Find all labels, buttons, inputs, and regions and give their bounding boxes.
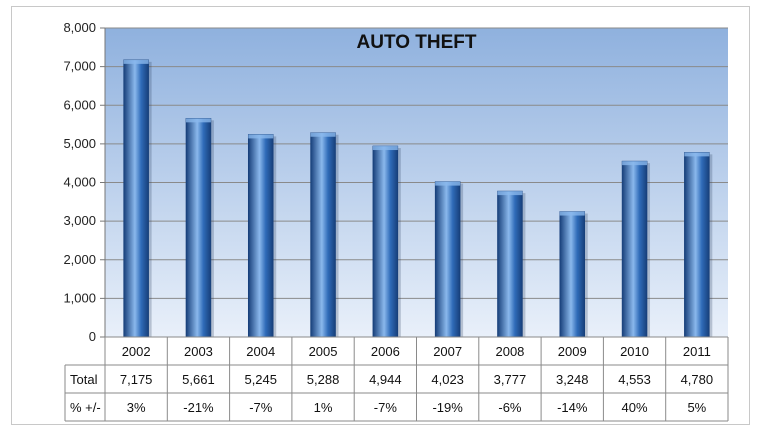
table-cell: -14% — [557, 400, 588, 415]
table-cell: 3% — [127, 400, 146, 415]
table-cell: -7% — [249, 400, 273, 415]
x-tick-label: 2009 — [558, 344, 587, 359]
bar-top — [559, 211, 585, 216]
bar — [559, 211, 588, 338]
y-tick-label: 7,000 — [63, 59, 96, 74]
x-tick-label: 2005 — [309, 344, 338, 359]
bar — [185, 118, 214, 338]
table-cell: 1% — [314, 400, 333, 415]
table-cell: 5,661 — [182, 372, 215, 387]
bar — [372, 145, 401, 338]
table-cell: 5% — [687, 400, 706, 415]
x-tick-label: 2004 — [246, 344, 275, 359]
bar-body — [497, 190, 523, 338]
bar — [684, 152, 713, 338]
table-cell: -19% — [432, 400, 463, 415]
bar-top — [435, 181, 461, 186]
table-cell: 7,175 — [120, 372, 153, 387]
y-tick-label: 6,000 — [63, 97, 96, 112]
x-tick-label: 2011 — [683, 344, 711, 359]
bar — [621, 160, 651, 338]
bar — [434, 181, 464, 338]
chart-title: AUTO THEFT — [357, 32, 477, 53]
bar — [247, 134, 277, 338]
table-cell: 40% — [622, 400, 648, 415]
bar-top — [248, 134, 274, 139]
y-tick-label: 4,000 — [63, 175, 96, 190]
bar-top — [372, 146, 398, 151]
x-tick-label: 2010 — [620, 344, 649, 359]
y-tick-label: 1,000 — [63, 290, 96, 305]
x-tick-label: 2006 — [371, 344, 400, 359]
table-cell: 5,245 — [244, 372, 277, 387]
table-cell: 3,248 — [556, 372, 589, 387]
bar-top — [123, 59, 149, 64]
bar-body — [247, 134, 274, 338]
table-cell: 3,777 — [494, 372, 527, 387]
x-tick-label: 2008 — [495, 344, 524, 359]
bars — [123, 59, 713, 338]
y-axis: 0 1,000 2,000 3,000 4,000 5,000 6,000 7,000 8,00… — [63, 20, 106, 344]
table-cell: -6% — [498, 400, 522, 415]
table-cell: 4,553 — [618, 372, 651, 387]
bar-top — [684, 152, 710, 157]
y-tick-label: 2,000 — [63, 252, 96, 267]
x-tick-label: 2003 — [184, 344, 213, 359]
table-cell: 4,944 — [369, 372, 402, 387]
bar-body — [372, 145, 399, 338]
bar-top — [497, 191, 523, 196]
bar-body — [434, 181, 461, 338]
chart-frame: 0 1,000 2,000 3,000 4,000 5,000 6,000 7,000 8,00… — [11, 6, 750, 425]
table-cell: 5,288 — [307, 372, 340, 387]
bar — [497, 190, 526, 338]
y-tick-label: 5,000 — [63, 136, 96, 151]
table-cell: 4,780 — [681, 372, 714, 387]
table-cell: -21% — [183, 400, 214, 415]
bar — [123, 59, 152, 338]
y-tick-label: 3,000 — [63, 213, 96, 228]
bar-body — [559, 211, 586, 338]
bar-top — [185, 118, 211, 123]
data-table: 2002 2003 2004 2005 2006 2007 2008 2009 2010 2011… — [64, 336, 729, 422]
table-cell: 4,023 — [431, 372, 464, 387]
x-tick-label: 2002 — [122, 344, 151, 359]
bar-top — [310, 132, 336, 137]
table-row-label: % +/- — [70, 400, 101, 415]
y-tick-label: 8,000 — [63, 20, 96, 35]
bar-body — [123, 59, 149, 338]
bar-body — [310, 132, 336, 338]
bar-body — [621, 160, 648, 338]
bar-top — [622, 161, 648, 166]
auto-theft-chart: 0 1,000 2,000 3,000 4,000 5,000 6,000 7,000 8,00… — [63, 20, 729, 422]
table-row-label: Total — [70, 372, 98, 387]
x-tick-label: 2007 — [433, 344, 462, 359]
y-tick-label: 0 — [89, 329, 96, 344]
bar-body — [185, 118, 212, 338]
table-cell: -7% — [374, 400, 398, 415]
bar-body — [684, 152, 710, 338]
bar — [310, 132, 339, 338]
